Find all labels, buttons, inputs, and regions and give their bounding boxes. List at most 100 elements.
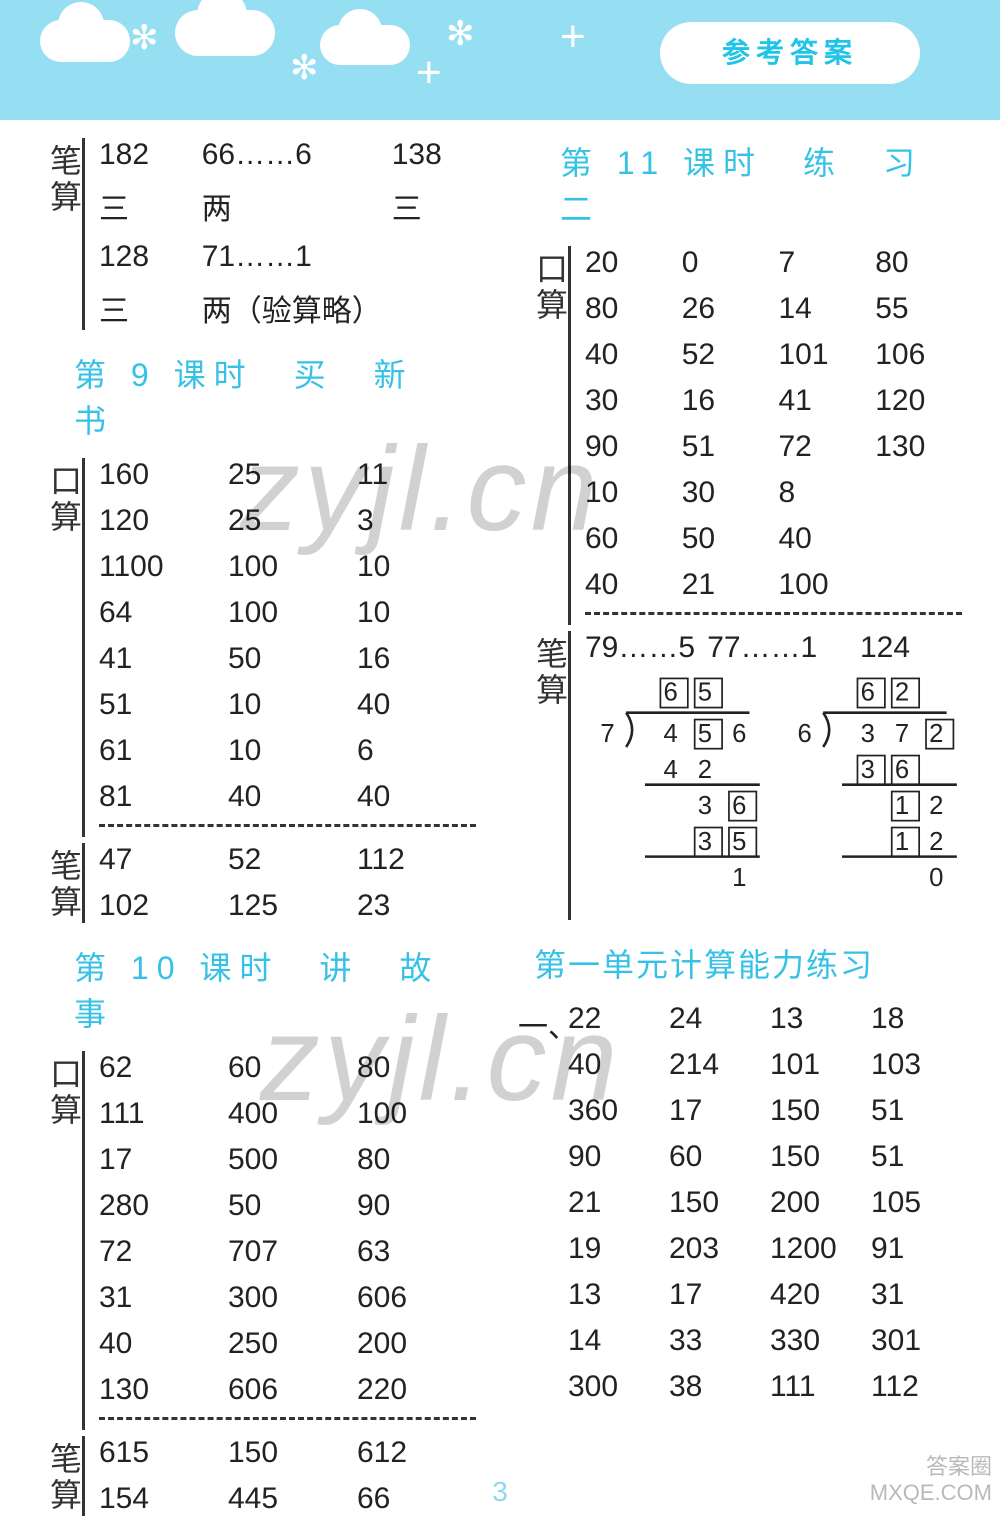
answer-cell: 1200	[770, 1232, 861, 1266]
answer-cell: 33	[669, 1324, 760, 1358]
answer-cell: 三	[392, 184, 476, 228]
answer-cell: 103	[871, 1048, 962, 1082]
unit1-lead: 一、	[518, 1002, 578, 1046]
answer-cell: 91	[871, 1232, 962, 1266]
answer-cell: 14	[568, 1324, 659, 1358]
answer-cell: 3	[357, 504, 476, 538]
answer-cell: 612	[357, 1436, 476, 1470]
answer-cell: 50	[228, 642, 347, 676]
answer-cell: 40	[357, 688, 476, 722]
answer-cell: 40	[779, 522, 866, 556]
answer-cell: 203	[669, 1232, 760, 1266]
svg-text:6: 6	[895, 756, 909, 784]
answer-cell: 40	[357, 780, 476, 814]
svg-text:3: 3	[861, 720, 875, 748]
answer-cell: 62	[99, 1051, 218, 1085]
answer-cell: 26	[682, 292, 769, 326]
svg-text:6: 6	[797, 720, 811, 748]
answer-cell: 90	[585, 430, 672, 464]
vertical-rule	[82, 138, 85, 330]
answer-cell: 19	[568, 1232, 659, 1266]
block-label: 口算	[38, 1051, 82, 1129]
answer-cell: 63	[357, 1235, 476, 1269]
answer-cell: 60	[228, 1051, 347, 1085]
dashed-separator	[585, 612, 962, 615]
answer-cell: 280	[99, 1189, 218, 1223]
block-section10-kousuan: 口算 6260801114001001750080280509072707633…	[38, 1051, 476, 1430]
answer-cell: 41	[779, 384, 866, 418]
answer-cell: 17	[99, 1143, 218, 1177]
answer-cell: 31	[871, 1278, 962, 1312]
section-10-title: 第 10 课时 讲 故 事	[74, 943, 476, 1035]
page-number: 3	[492, 1476, 508, 1508]
svg-text:6: 6	[861, 679, 875, 707]
answer-cell: 150	[669, 1186, 760, 1220]
snowflake-icon: ✻	[446, 14, 475, 54]
answer-cell: 两	[202, 184, 382, 228]
block-label: 笔算	[38, 843, 82, 921]
vertical-rule	[568, 246, 571, 625]
answer-cell: 0	[682, 246, 769, 280]
answer-cell: 6	[357, 734, 476, 768]
answer-cell: 51	[871, 1140, 962, 1174]
answer-cell	[392, 286, 476, 330]
svg-text:3: 3	[861, 756, 875, 784]
long-division-diagram: 65745642363516263723612120	[585, 675, 962, 920]
answer-cell: 120	[875, 384, 962, 418]
answer-cell: 31	[99, 1281, 218, 1315]
answer-cell: 81	[99, 780, 218, 814]
answer-cell: 112	[871, 1370, 962, 1404]
block-label: 笔算	[38, 138, 82, 216]
answer-cell: 130	[875, 430, 962, 464]
svg-text:1: 1	[895, 828, 909, 856]
answer-cell: 360	[568, 1094, 659, 1128]
answer-cell: 66	[357, 1482, 476, 1516]
answer-cell: 51	[682, 430, 769, 464]
answer-cell: 23	[357, 889, 476, 923]
answer-cell: 21	[682, 568, 769, 602]
answer-cell	[392, 240, 476, 274]
answer-cell: 707	[228, 1235, 347, 1269]
answer-cell: 40	[585, 568, 672, 602]
answer-cell: 三	[99, 286, 192, 330]
vertical-rule	[82, 458, 85, 837]
answer-cell: 61	[99, 734, 218, 768]
answer-cell: 90	[357, 1189, 476, 1223]
snowflake-icon: ✻	[290, 48, 319, 88]
answer-cell: 16	[682, 384, 769, 418]
block-section9-kousuan: 口算 1602511120253110010010641001041501651…	[38, 458, 476, 837]
answer-cell: 25	[228, 458, 347, 492]
answer-cell: 80	[585, 292, 672, 326]
left-column: 笔算 18266……6138三两三12871……1三两（验算略） 第 9 课时 …	[28, 138, 500, 1480]
answer-cell: 17	[669, 1094, 760, 1128]
answer-cell: 13	[568, 1278, 659, 1312]
svg-text:4: 4	[664, 756, 678, 784]
block-section11-kousuan: 口算 2007808026145540521011063016411209051…	[524, 246, 962, 625]
answer-cell: 120	[99, 504, 218, 538]
answer-cell: 20	[585, 246, 672, 280]
answer-cell: 10	[228, 688, 347, 722]
svg-text:3: 3	[698, 792, 712, 820]
answer-cell: 101	[770, 1048, 861, 1082]
answer-cell	[875, 476, 962, 510]
answer-grid: 79……577……1124	[585, 631, 962, 665]
answer-grid: 2007808026145540521011063016411209051721…	[585, 246, 962, 602]
answer-cell: 445	[228, 1482, 347, 1516]
answer-grid: 1602511120253110010010641001041501651104…	[99, 458, 476, 814]
svg-text:5: 5	[732, 828, 746, 856]
answer-cell: 112	[357, 843, 476, 877]
answer-cell: 101	[779, 338, 866, 372]
answer-cell: 100	[228, 550, 347, 584]
corner-watermark-2: MXQE.COM	[870, 1480, 992, 1505]
answer-cell: 10	[357, 596, 476, 630]
answer-cell: 14	[779, 292, 866, 326]
answer-cell: 18	[871, 1002, 962, 1036]
answer-cell: 420	[770, 1278, 861, 1312]
answer-cell: 三	[99, 184, 192, 228]
answer-cell: 17	[669, 1278, 760, 1312]
svg-text:7: 7	[895, 720, 909, 748]
answer-grid: 475211210212523	[99, 843, 476, 923]
answer-cell: 52	[228, 843, 347, 877]
block-label: 笔算	[524, 631, 568, 709]
answer-cell: 182	[99, 138, 192, 172]
